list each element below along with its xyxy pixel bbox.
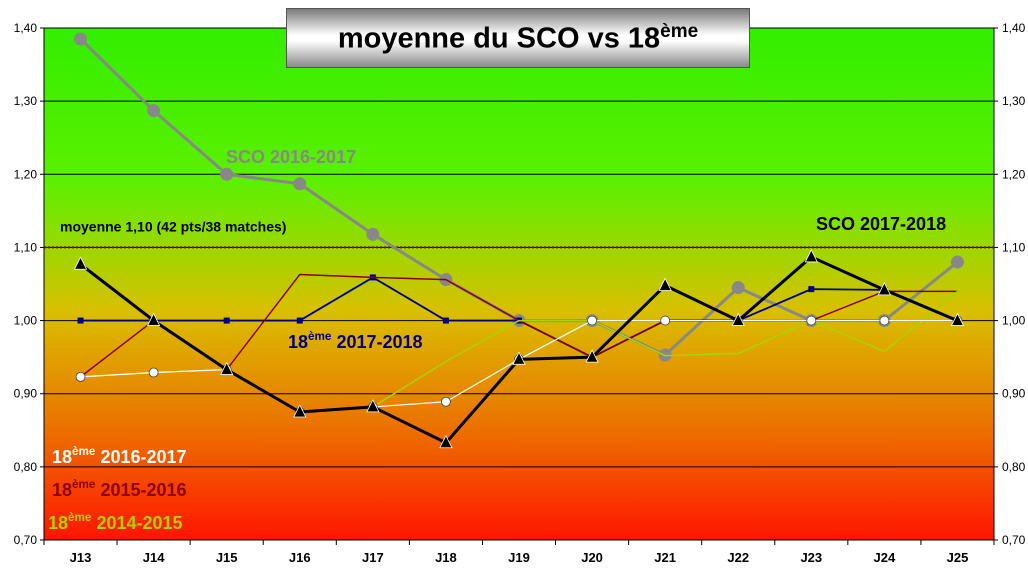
- axes: 0,70 0,70 0,80 0,80 0,90 0,90 1,00 1,00 1,10 1,10…: [14, 21, 1026, 565]
- data-point-sco-2017-2018: [220, 361, 234, 375]
- data-point-sco-2016-2017: [366, 227, 380, 241]
- data-point-sco-2017-2018: [658, 277, 672, 291]
- x-tick-label: J25: [947, 550, 969, 565]
- series-label-sco-2016-2017: SCO 2016-2017: [226, 147, 356, 167]
- x-tick-label: J22: [727, 550, 749, 565]
- y-tick-label: 1,30: [14, 94, 38, 108]
- series-label-sco-2017-2018: SCO 2017-2018: [816, 214, 946, 234]
- y2-tick-label: 1,00: [1002, 314, 1026, 328]
- chart-title-main: moyenne du SCO vs 18: [337, 22, 661, 55]
- x-tick-label: J20: [581, 550, 603, 565]
- y2-tick-label: 1,20: [1002, 167, 1026, 181]
- series-label-18eme-2016-2017: 18ème 2016-2017: [52, 445, 187, 467]
- y-tick-label: 1,00: [14, 314, 38, 328]
- x-tick-label: J19: [508, 550, 530, 565]
- data-point-sco-2017-2018: [512, 351, 526, 365]
- x-tick-label: J14: [143, 550, 165, 565]
- data-point-sco-2017-2018: [731, 312, 745, 326]
- data-point-18eme-2017-2018: [808, 286, 815, 293]
- x-tick-label: J21: [654, 550, 676, 565]
- data-point-18eme-2016-2017: [75, 371, 86, 382]
- data-point-18eme-2016-2017: [660, 315, 671, 326]
- chart-title-box: moyenne du SCO vs 18ème: [286, 8, 750, 68]
- data-point-18eme-2016-2017: [879, 315, 890, 326]
- y-tick-label: 0,80: [14, 460, 38, 474]
- data-point-sco-2017-2018: [366, 398, 380, 413]
- chart-title: moyenne du SCO vs 18ème: [338, 21, 698, 56]
- data-point-sco-2016-2017: [74, 32, 88, 46]
- y2-tick-label: 1,30: [1002, 94, 1026, 108]
- reference-line-label: moyenne 1,10 (42 pts/38 matches): [60, 218, 286, 234]
- data-point-sco-2016-2017: [220, 167, 234, 181]
- x-tick-label: J23: [800, 550, 822, 565]
- y-tick-label: 1,40: [14, 21, 38, 35]
- data-point-18eme-2016-2017: [806, 315, 817, 326]
- data-point-sco-2016-2017: [950, 255, 964, 269]
- data-point-sco-2017-2018: [804, 249, 818, 263]
- y2-tick-label: 0,70: [1002, 533, 1026, 547]
- x-tick-label: J17: [362, 550, 384, 565]
- x-tick-label: J13: [70, 550, 92, 565]
- y-tick-label: 1,10: [14, 240, 38, 254]
- y2-tick-label: 0,80: [1002, 460, 1026, 474]
- series-group: [73, 32, 965, 449]
- y-tick-label: 1,20: [14, 167, 38, 181]
- data-point-sco-2017-2018: [585, 349, 599, 363]
- x-tick-label: J18: [435, 550, 457, 565]
- series-label-18eme-2017-2018: 18ème 2017-2018: [288, 330, 423, 352]
- y2-tick-label: 1,40: [1002, 21, 1026, 35]
- y2-tick-label: 1,10: [1002, 240, 1026, 254]
- data-point-sco-2017-2018: [73, 256, 88, 270]
- data-point-sco-2017-2018: [146, 312, 161, 326]
- series-labels: SCO 2016-2017 SCO 2017-2018 18ème 2017-201…: [48, 147, 946, 533]
- y-tick-label: 0,70: [14, 533, 38, 547]
- reference-line-group: moyenne 1,10 (42 pts/38 matches): [44, 218, 994, 249]
- y-tick-label: 0,90: [14, 387, 38, 401]
- chart-title-sup: ème: [660, 20, 699, 42]
- data-point-18eme-2016-2017: [441, 396, 451, 407]
- data-point-sco-2016-2017: [731, 281, 745, 295]
- data-point-18eme-2017-2018: [296, 317, 303, 324]
- data-point-18eme-2016-2017: [587, 315, 597, 326]
- data-point-18eme-2017-2018: [223, 317, 230, 324]
- plot-area-background: [44, 28, 994, 540]
- x-tick-label: J15: [216, 550, 238, 565]
- x-tick-label: J24: [874, 550, 896, 565]
- data-point-sco-2016-2017: [147, 104, 161, 118]
- y2-tick-label: 0,90: [1002, 387, 1026, 401]
- data-point-18eme-2017-2018: [442, 317, 449, 324]
- data-point-sco-2016-2017: [293, 177, 307, 191]
- x-tick-label: J16: [289, 550, 311, 565]
- data-point-18eme-2016-2017: [148, 367, 159, 378]
- data-point-18eme-2017-2018: [77, 317, 84, 324]
- data-point-sco-2017-2018: [293, 404, 307, 418]
- series-label-18eme-2015-2016: 18ème 2015-2016: [52, 478, 187, 500]
- data-point-sco-2017-2018: [877, 281, 892, 296]
- data-point-sco-2017-2018: [950, 312, 965, 326]
- data-point-sco-2017-2018: [439, 434, 453, 449]
- series-label-18eme-2014-2015: 18ème 2014-2015: [48, 511, 183, 533]
